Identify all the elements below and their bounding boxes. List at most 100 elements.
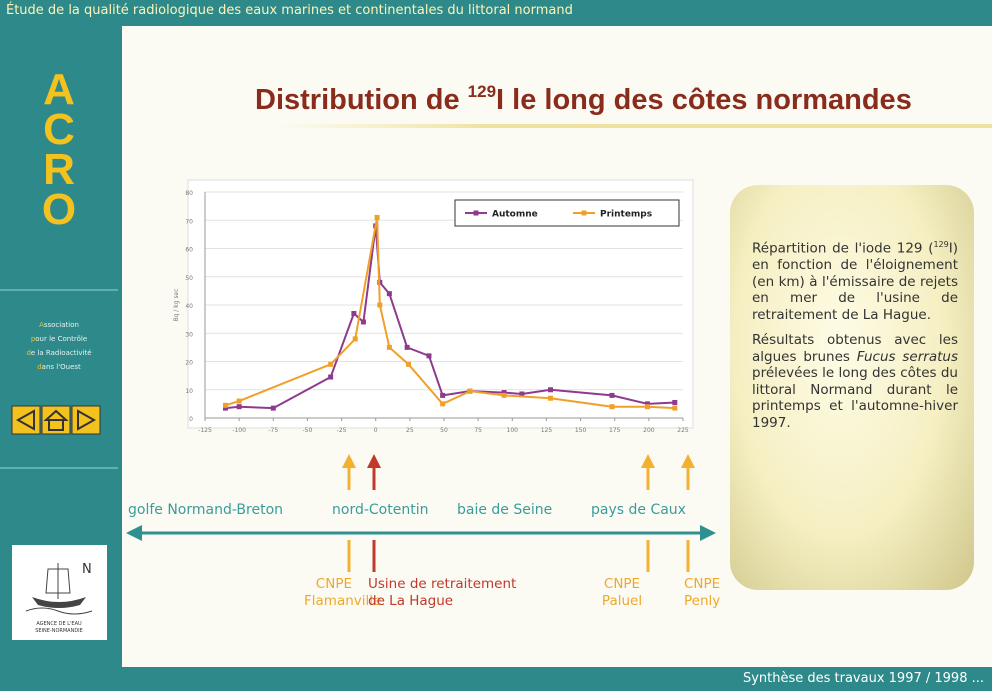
site-label: CNPE Penly [684, 576, 720, 610]
site-arrow-head [342, 454, 356, 468]
site-arrow-head [367, 454, 381, 468]
x-tick-label: 0 [374, 427, 378, 434]
x-tick-label: -75 [268, 427, 278, 434]
association-line: Association [39, 321, 79, 329]
region-label: pays de Caux [591, 502, 686, 518]
data-point [386, 344, 392, 350]
slide-title: Distribution de 129I le long des côtes n… [255, 82, 912, 117]
x-tick-label: 25 [406, 427, 414, 434]
x-tick-label: -25 [337, 427, 347, 434]
data-point [501, 392, 507, 398]
y-tick-label: 0 [189, 416, 193, 423]
site-label: Usine de retraitement de La Hague [368, 576, 516, 610]
association-line: dans l'Ouest [37, 363, 81, 371]
data-point [351, 310, 357, 316]
wave [25, 607, 93, 615]
x-tick-label: -125 [198, 427, 212, 434]
y-tick-label: 80 [185, 190, 193, 197]
data-point [360, 319, 366, 325]
region-label: baie de Seine [457, 502, 553, 518]
home-icon [48, 419, 64, 431]
ship-hull [32, 597, 86, 608]
title-superscript: 129 [467, 82, 497, 101]
site-line: CNPE [603, 576, 641, 592]
data-point [672, 405, 678, 411]
data-point [440, 392, 446, 398]
description: Répartition de l'iode 129 (129I) en fonc… [752, 237, 958, 440]
data-point [352, 336, 358, 342]
data-point [467, 388, 473, 394]
description-box [730, 185, 974, 590]
site-line: CNPE [315, 576, 352, 592]
x-tick-label: 200 [643, 427, 655, 434]
x-tick-label: 175 [609, 427, 621, 434]
title-part: Distribution de [255, 84, 468, 116]
agency-emblem: N AGENCE DE L'EAU SEINE-NORMANDIE [25, 562, 93, 634]
data-point [328, 361, 334, 367]
y-tick-label: 10 [185, 388, 193, 395]
data-point [222, 402, 228, 408]
superscript: 129 [933, 240, 949, 249]
x-tick-label: 225 [677, 427, 689, 434]
y-tick-label: 20 [185, 360, 193, 367]
species-name: Fucus serratus [856, 348, 958, 365]
footer-text: Synthèse des travaux 1997 / 1998 ... [742, 671, 984, 686]
data-point [644, 401, 650, 407]
data-point [270, 405, 276, 411]
agency-line: SEINE-NORMANDIE [35, 628, 83, 634]
data-point [548, 387, 554, 393]
data-point [328, 374, 334, 380]
legend-label: Automne [492, 210, 538, 220]
data-point [405, 361, 411, 367]
legend-label: Printemps [600, 210, 652, 220]
coast-axis-head [126, 525, 142, 541]
legend-marker [581, 210, 587, 216]
site-arrow-head [681, 454, 695, 468]
y-tick-label: 40 [185, 303, 193, 310]
agency-line: AGENCE DE L'EAU [36, 621, 82, 627]
title-part: I le long des côtes normandes [496, 84, 912, 116]
site-line: Paluel [601, 593, 643, 609]
site-line: de La Hague [368, 593, 454, 609]
logo-letter: R [43, 145, 75, 194]
region-label: nord-Cotentin [332, 502, 429, 518]
nav-buttons[interactable] [11, 405, 101, 435]
agency-mark: N [82, 562, 92, 577]
data-point [426, 353, 432, 359]
x-tick-label: 50 [440, 427, 448, 434]
data-point [672, 399, 678, 405]
data-point [374, 214, 380, 220]
acro-logo: A C R O [28, 65, 90, 234]
data-point [386, 291, 392, 297]
coast-axis-head [700, 525, 716, 541]
logo-letter: O [41, 185, 77, 234]
data-point [222, 405, 228, 411]
region-label: golfe Normand-Breton [128, 502, 284, 518]
text: Résultats obtenus avec les algues brunes [752, 332, 958, 365]
legend-marker [473, 210, 479, 216]
data-point [404, 344, 410, 350]
y-axis-label: Bq / kg sec [173, 288, 180, 321]
data-point [609, 392, 615, 398]
legend: Automne Printemps [454, 199, 680, 227]
data-point [519, 391, 525, 397]
text: I) en fonction de l'éloignement (en km) … [752, 240, 958, 323]
text: Répartition de l'iode 129 ( [752, 240, 934, 257]
x-tick-label: 100 [507, 427, 519, 434]
site-line: Flamanville [304, 593, 382, 609]
y-tick-label: 60 [185, 247, 193, 254]
prev-button[interactable] [11, 405, 41, 435]
logo-letter: C [43, 105, 75, 154]
title-underline [270, 124, 992, 128]
site-line: CNPE [684, 576, 721, 592]
legend-box [454, 199, 680, 227]
agency-logo: N AGENCE DE L'EAU SEINE-NORMANDIE [12, 545, 107, 640]
y-tick-label: 30 [185, 331, 193, 338]
x-tick-label: -50 [303, 427, 313, 434]
data-point [440, 401, 446, 407]
logo-letter: A [43, 65, 75, 114]
site-arrow-head [641, 454, 655, 468]
y-tick-label: 50 [185, 275, 193, 282]
